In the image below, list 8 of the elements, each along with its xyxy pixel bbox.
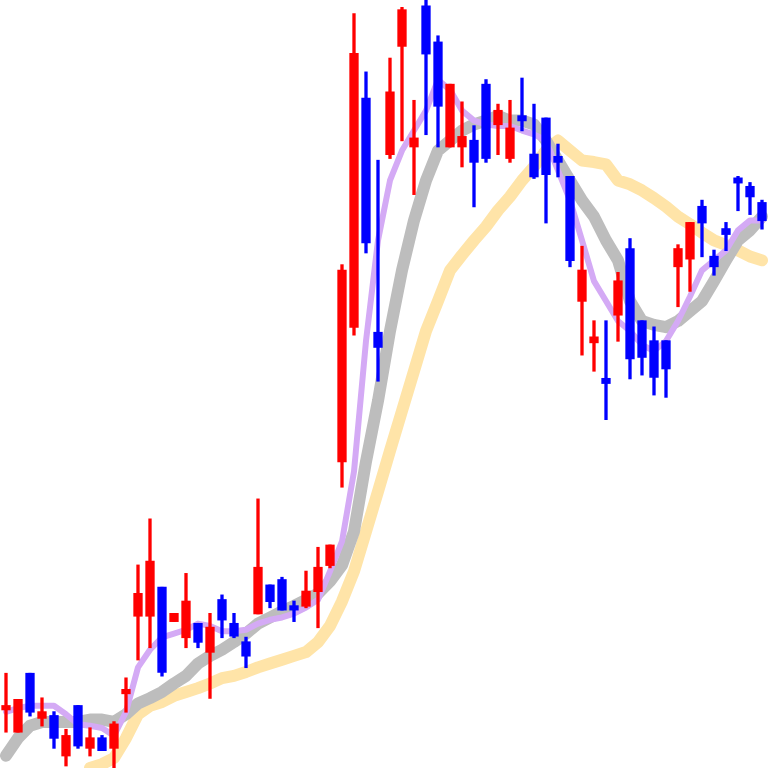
candlestick (409, 99, 419, 195)
candlestick (373, 159, 383, 382)
candlestick (733, 175, 743, 212)
candlestick (517, 77, 527, 132)
candlestick (721, 222, 731, 252)
candlestick (121, 677, 131, 713)
candlestick (601, 320, 611, 420)
candlestick (589, 320, 599, 372)
